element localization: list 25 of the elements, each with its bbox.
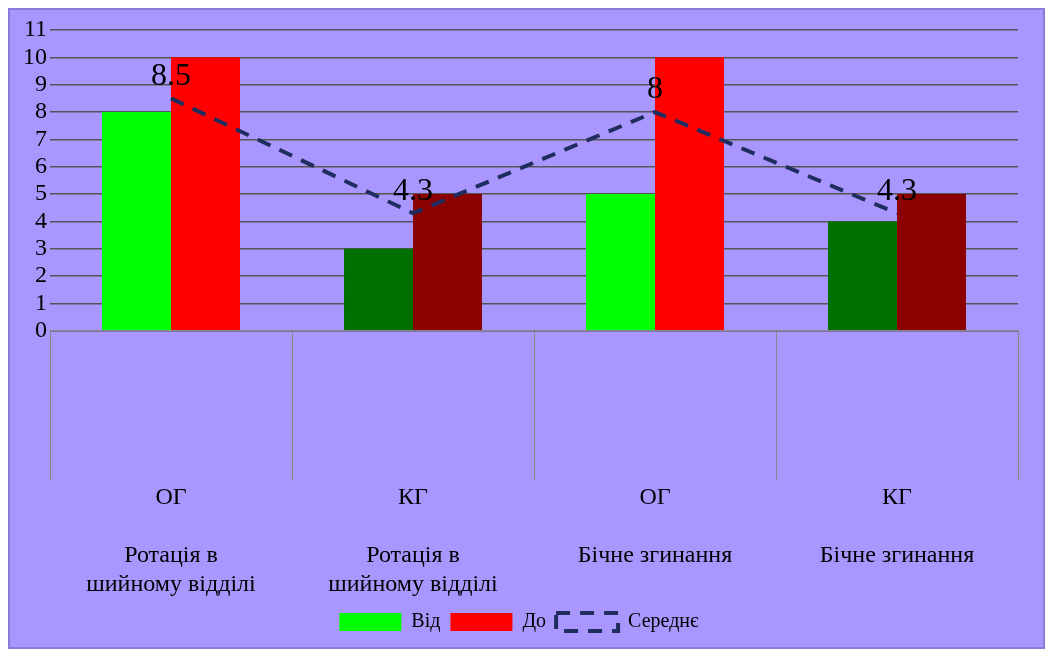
y-tick-label: 1	[35, 288, 47, 315]
bar	[344, 248, 413, 331]
y-tick-label: 7	[35, 124, 47, 151]
bar	[586, 194, 655, 331]
y-tick-label: 11	[23, 15, 47, 42]
category-label: ОГ Ротація в шийному відділі	[86, 483, 256, 596]
y-tick-label: 9	[35, 69, 47, 96]
legend-label: Середнє	[628, 609, 700, 633]
legend-label: До	[522, 609, 547, 633]
data-label: 8.5	[151, 55, 191, 92]
category-label: КГ Бічне згинання	[819, 483, 975, 568]
y-tick-label: 10	[23, 42, 47, 69]
bar	[102, 112, 171, 331]
category-label: ОГ Бічне згинання	[577, 483, 733, 568]
data-label: 8	[647, 69, 663, 106]
y-tick-label: 4	[35, 206, 47, 233]
y-tick-label: 2	[35, 261, 47, 288]
legend-label: Від	[411, 609, 441, 633]
bar	[828, 221, 897, 331]
y-tick-label: 6	[35, 152, 47, 179]
y-tick-label: 0	[35, 316, 47, 343]
y-tick-label: 5	[35, 179, 47, 206]
y-tick-label: 3	[35, 234, 47, 261]
y-tick-label: 8	[35, 97, 47, 124]
category-label: КГ Ротація в шийному відділі	[328, 483, 498, 596]
